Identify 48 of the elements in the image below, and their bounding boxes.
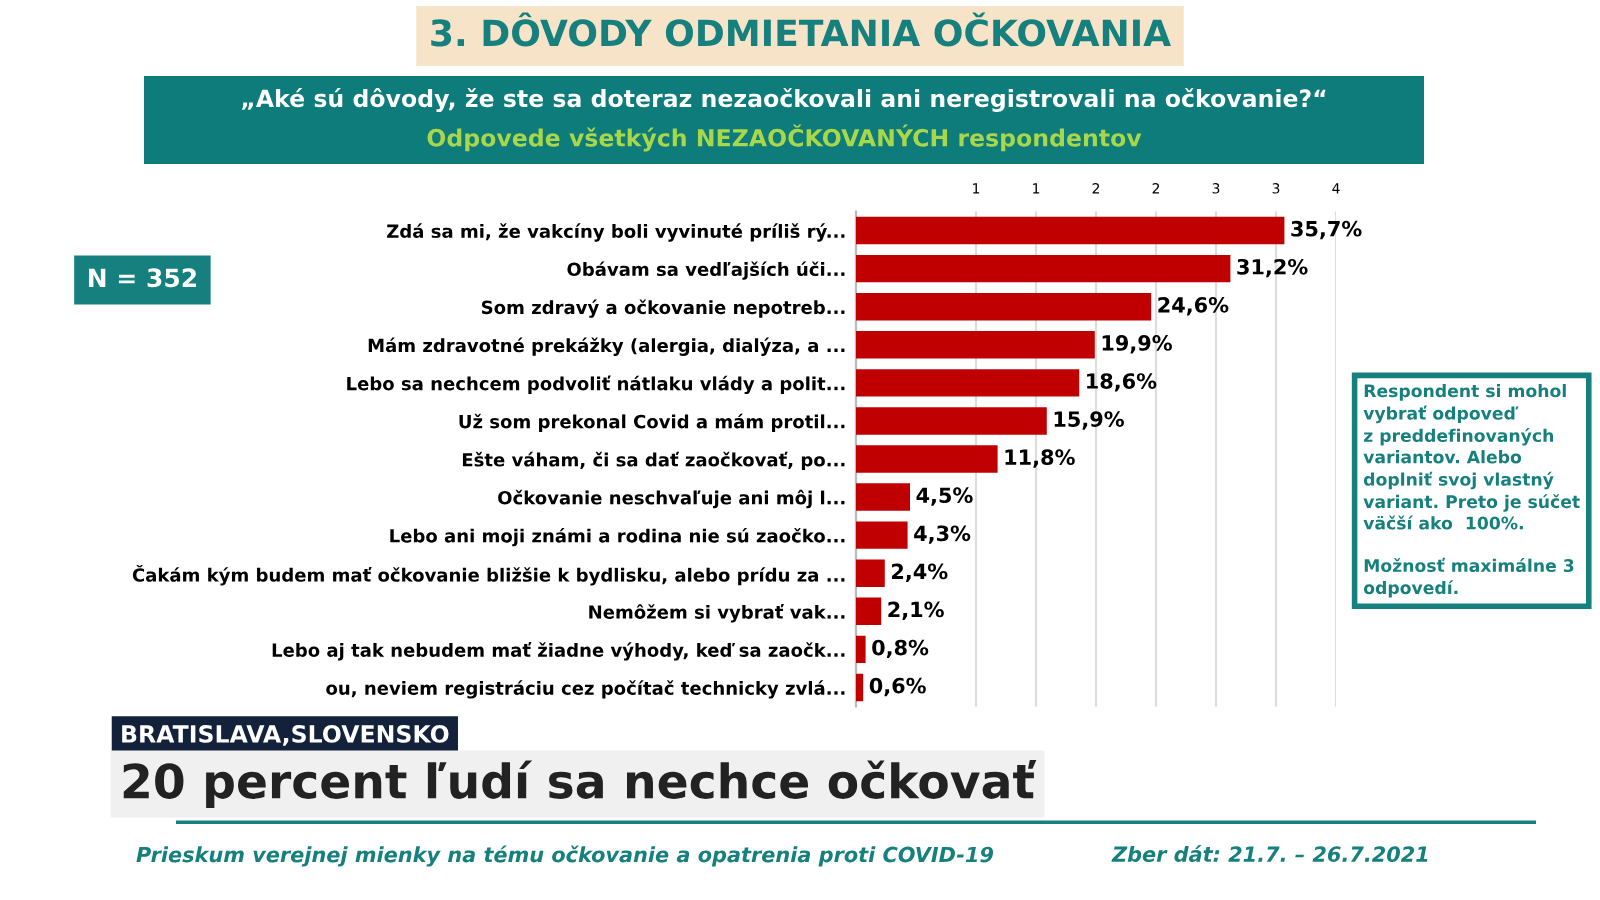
bar [856, 597, 882, 626]
bar [856, 254, 1231, 283]
text: Zber dát: 21.7. – 26.7.2021 [1111, 845, 1428, 863]
bar [856, 216, 1285, 245]
chart-title: 3. DÔVODY ODMIETANIA OČKOVANIA [431, 12, 1171, 47]
data-label: 2,1% [888, 601, 944, 621]
data-label: 2,4% [892, 563, 948, 582]
y-tick-label: Obávam sa vedľajších úči... [567, 261, 845, 280]
data-label: 15,9% [1054, 411, 1124, 430]
text: Prieskum verejnej mienky na tému očkovanie a opatrenia proti COVID-19 [136, 845, 994, 867]
y-tick-label: Lebo aj tak nebudem mať žiadne výhody, keď sa zaočk... [272, 642, 845, 661]
y-tick-label: Nemôžem si vybrať vak... [589, 604, 845, 623]
data-label: 4,5% [916, 487, 973, 506]
data-label: 35,7% [1291, 220, 1362, 240]
bar [856, 445, 998, 473]
text: Odpovede všetkých NEZAOČKOVANÝCH respondentov [427, 124, 1142, 152]
data-label: 18,6% [1087, 373, 1157, 392]
bar [856, 369, 1080, 397]
data-label: 31,2% [1237, 258, 1308, 278]
data-label: 0,6% [869, 677, 926, 697]
bar [856, 521, 908, 549]
y-tick-label: Očkovanie neschvaľuje ani môj l... [498, 489, 845, 509]
y-tick-label: Lebo sa nechcem podvoliť nátlaku vlády a polit... [347, 375, 845, 395]
data-label: 19,9% [1102, 335, 1172, 354]
bar [856, 673, 864, 702]
bar [856, 292, 1152, 321]
y-tick-label: Mám zdravotné prekážky (alergia, dialýza, a ... [368, 337, 845, 356]
data-label: 11,8% [1005, 449, 1075, 468]
data-label: 24,6% [1158, 296, 1229, 316]
y-tick-label: Zdá sa mi, že vakcíny boli vyvinuté príliš rý... [387, 223, 845, 242]
data-label: 0,8% [872, 639, 929, 659]
bar [856, 635, 866, 664]
y-tick-label: Ešte váham, či sa dať zaočkovať, po... [462, 451, 845, 471]
y-tick-label: Už som prekonal Covid a mám protil... [459, 413, 845, 432]
text: 20 percent ľudí sa nechce očkovať [123, 759, 1037, 809]
text: N = 352 [88, 268, 196, 288]
text: BRATISLAVA,SLOVENSKO [122, 724, 449, 746]
y-tick-label: Som zdravý a očkovanie nepotreb... [481, 299, 845, 318]
chart-subtitle: „Aké sú dôvody, že ste sa doteraz nezaočkovali ani neregistrovali na očkovanie?“ [241, 88, 1326, 112]
bar [856, 407, 1047, 435]
text: Respondent si mohol vybrať odpoveď z preddefinovaných variantov. Alebo doplniť svoj vlastný variant. Preto je súčet väčší ako 100%. Možnosť maximálne 3 odpovedí. [1363, 384, 1580, 598]
y-tick-label: Lebo ani moji známi a rodina nie sú zaočko... [390, 527, 845, 547]
bar [856, 331, 1095, 359]
data-label: 4,3% [914, 525, 971, 544]
y-tick-label: ou, neviem registráciu cez počítač technicky zvlá... [326, 680, 845, 699]
bar [856, 559, 885, 587]
y-tick-label: Čakám kým budem mať očkovanie bližšie k bydlisku, alebo prídu za ... [132, 564, 845, 586]
bar [856, 483, 910, 511]
